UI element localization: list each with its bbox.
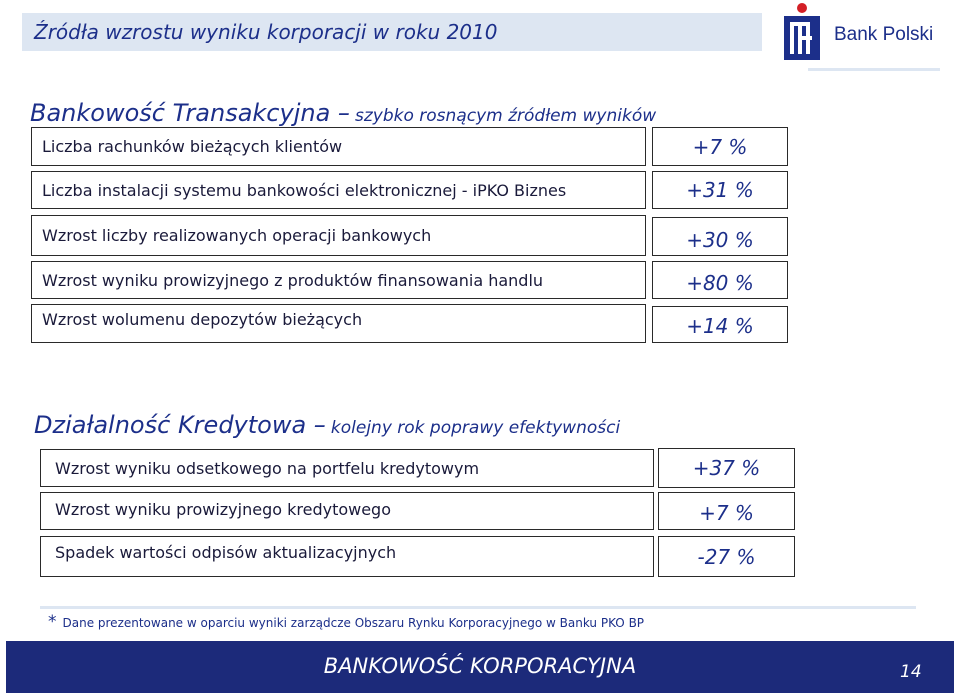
title-banner [22, 13, 762, 51]
value-text: -27 % [697, 544, 756, 569]
footer-bar [6, 641, 954, 693]
section-subtitle: szybko rosnącym źródłem wyników [355, 106, 657, 126]
list-item: Wzrost liczby realizowanych operacji ban… [31, 215, 646, 256]
value-text: +14 % [686, 313, 754, 338]
row-label: Liczba instalacji systemu bankowości ele… [42, 180, 567, 200]
list-item: Liczba rachunków bieżących klientów [31, 127, 646, 166]
row-label: Wzrost wyniku prowizyjnego z produktów f… [42, 270, 544, 290]
value-text: +30 % [686, 227, 754, 252]
section-transactional-heading: Bankowość Transakcyjna – szybko rosnącym… [30, 99, 656, 127]
footer-title: BANKOWOŚĆ KORPORACYJNA [323, 654, 637, 678]
row-label: Wzrost wyniku odsetkowego na portfelu kr… [55, 458, 480, 478]
value-text: +31 % [686, 178, 754, 202]
footnote-star: * [48, 612, 57, 632]
list-item: Liczba instalacji systemu bankowości ele… [31, 171, 646, 209]
row-label: Wzrost liczby realizowanych operacji ban… [42, 226, 432, 245]
section-title: Bankowość Transakcyjna – [30, 99, 350, 127]
section-subtitle: kolejny rok poprawy efektywności [330, 418, 621, 438]
value-text: +80 % [686, 271, 754, 295]
footnote: * Dane prezentowane w oparciu wyniki zarz… [48, 612, 644, 632]
header-divider [808, 68, 940, 71]
footnote-divider [40, 606, 916, 609]
row-value: +14 % [652, 306, 788, 343]
row-value: +7 % [652, 127, 788, 166]
list-item: Wzrost wolumenu depozytów bieżących [31, 304, 646, 343]
row-label: Liczba rachunków bieżących klientów [42, 137, 343, 156]
row-value: +30 % [652, 217, 788, 256]
footnote-text: Dane prezentowane w oparciu wyniki zarzą… [62, 616, 645, 630]
page-number: 14 [900, 662, 922, 682]
list-item: Wzrost wyniku prowizyjnego z produktów f… [31, 261, 646, 299]
section-title: Działalność Kredytowa – [34, 411, 326, 439]
section-credit-heading: Działalność Kredytowa – kolejny rok popr… [34, 411, 620, 439]
value-text: +37 % [692, 456, 761, 480]
value-text: +7 % [692, 134, 748, 159]
row-value: +80 % [652, 261, 788, 299]
page-title: Źródła wzrostu wyniku korporacji w roku … [34, 20, 498, 44]
row-label: Spadek wartości odpisów aktualizacyjnych [55, 543, 397, 562]
list-item: Wzrost wyniku odsetkowego na portfelu kr… [40, 449, 654, 487]
row-value: +31 % [652, 171, 788, 209]
value-text: +7 % [699, 501, 754, 525]
list-item: Wzrost wyniku prowizyjnego kredytowego [40, 492, 654, 530]
pko-logo-icon [780, 2, 824, 66]
row-value: +37 % [658, 448, 795, 488]
row-label: Wzrost wolumenu depozytów bieżących [42, 310, 363, 329]
bank-name: Bank Polski [834, 24, 934, 45]
row-value: -27 % [658, 536, 795, 577]
row-label: Wzrost wyniku prowizyjnego kredytowego [55, 499, 391, 519]
row-value: +7 % [658, 492, 795, 530]
list-item: Spadek wartości odpisów aktualizacyjnych [40, 536, 654, 577]
